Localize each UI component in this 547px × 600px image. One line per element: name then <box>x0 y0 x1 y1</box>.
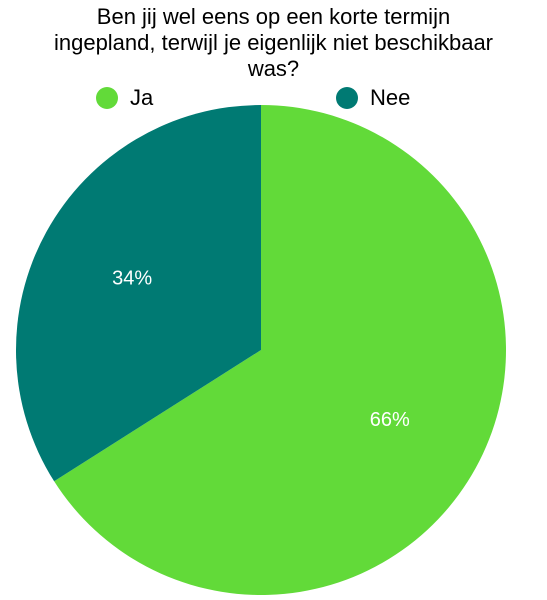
pie-slice-ja <box>54 105 506 595</box>
legend-swatch-ja <box>96 87 118 109</box>
legend-label-ja: Ja <box>130 85 154 110</box>
pie-slice-nee <box>15 105 262 482</box>
legend-label-nee: Nee <box>370 85 411 110</box>
legend-item-ja: Ja <box>96 84 153 112</box>
legend-swatch-nee <box>336 87 358 109</box>
chart-title-line-1: Ben jij wel eens op een korte termijn <box>96 4 451 29</box>
slice-value-label-nee: 34% <box>112 267 152 289</box>
chart-title: Ben jij wel eens op een korte termijn in… <box>0 4 547 82</box>
chart-title-line-2: ingepland, terwijl je eigenlijk niet bes… <box>53 30 494 55</box>
slice-value-label-ja: 66% <box>370 409 410 431</box>
legend-item-nee: Nee <box>336 84 410 112</box>
chart-title-line-3: was? <box>247 56 300 81</box>
chart-legend: Ja Nee <box>0 84 547 112</box>
